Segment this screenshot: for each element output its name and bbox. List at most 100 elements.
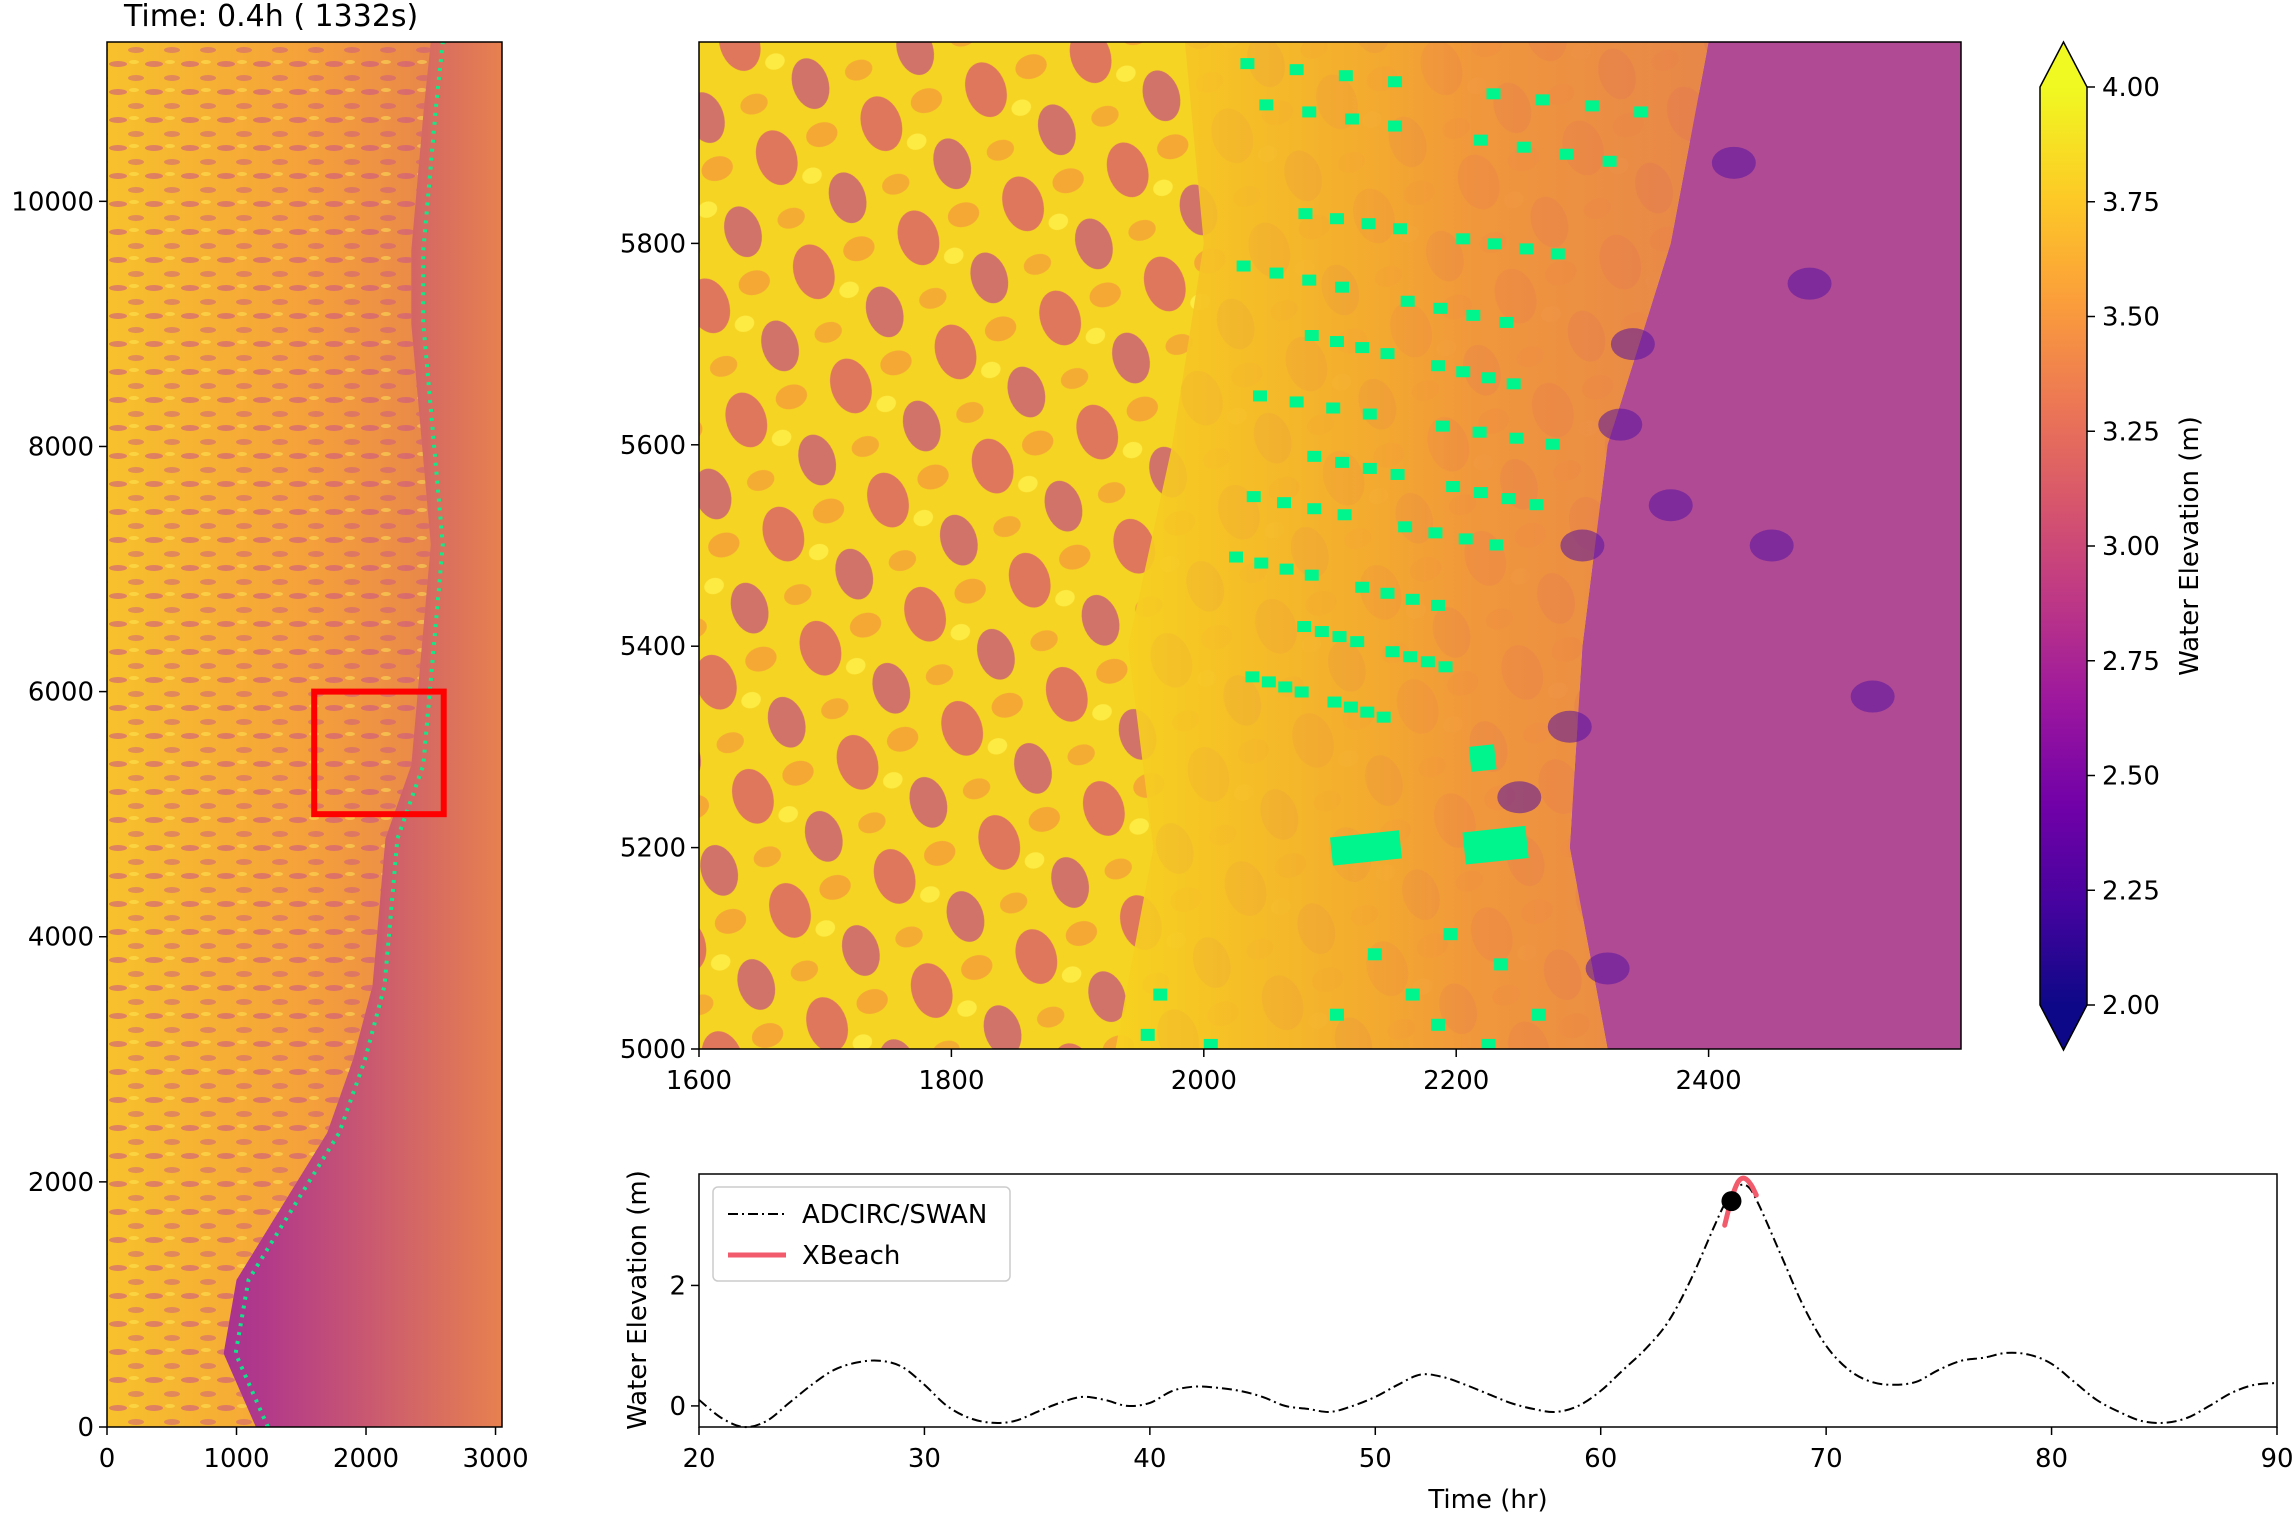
timeseries-ytick-label: 0: [669, 1392, 686, 1422]
zoom-map: 1600 1800 2000 2200 2400 5000 5200 5400 5600 580…: [620, 41, 1962, 1096]
building: [1279, 563, 1294, 575]
building: [1420, 656, 1435, 668]
building: [1376, 711, 1391, 723]
overview-ytick-label: 10000: [11, 187, 94, 217]
series-line-adcirc: [698, 1183, 2278, 1429]
legend: ADCIRC/SWAN XBeach: [712, 1186, 1011, 1282]
timeseries-ylabel: Water Elevation (m): [623, 1170, 653, 1430]
colorbar-tick-label: 2.75: [2102, 647, 2160, 677]
building: [1276, 497, 1291, 509]
timeseries-xtick-label: 50: [1359, 1444, 1392, 1474]
building: [1355, 581, 1370, 593]
building: [1430, 360, 1445, 372]
zoom-ytick-label: 5800: [620, 229, 686, 259]
timeseries-ytick-label: 2: [669, 1271, 686, 1301]
overview-ytick-label: 6000: [28, 678, 94, 708]
timeseries-plot: 20 30 40 50 60 70 80 90 0 2 Time (hr) Water Elev…: [623, 1170, 2294, 1515]
overview-xtick-label: 3000: [462, 1444, 528, 1474]
figure-title: Time: 0.4h ( 1332s): [123, 0, 418, 34]
building: [1545, 438, 1560, 450]
building: [1446, 481, 1461, 493]
overview-ytick-label: 8000: [28, 432, 94, 462]
building: [1304, 330, 1319, 342]
building: [1245, 671, 1260, 683]
deep-spot: [1560, 529, 1605, 562]
colorbar-extend-bottom: [2040, 1005, 2087, 1050]
overview-xtick-label: 1000: [203, 1444, 269, 1474]
building: [1332, 631, 1347, 643]
timeseries-xtick-label: 70: [1810, 1444, 1843, 1474]
building: [1456, 366, 1471, 378]
legend-label-adcirc: ADCIRC/SWAN: [802, 1200, 987, 1230]
timeseries-xtick-label: 90: [2260, 1444, 2293, 1474]
building: [1254, 557, 1269, 569]
overview-map: 0 1000 2000 3000 0 2000 4000 6000 8000 10000: [11, 41, 529, 1474]
building: [1330, 213, 1344, 225]
building: [1289, 396, 1304, 408]
building: [1390, 468, 1405, 480]
zoom-surf-zone: [1115, 42, 1709, 1049]
building: [1240, 58, 1255, 70]
overview-axes-frame: [106, 41, 503, 1428]
zoom-ytick-label: 5000: [620, 1035, 686, 1065]
deep-spot: [1497, 781, 1542, 814]
colorbar-tick-label: 3.00: [2102, 532, 2160, 562]
building: [1361, 218, 1376, 230]
building: [1330, 1008, 1344, 1021]
building: [1335, 281, 1350, 293]
building: [1302, 106, 1317, 118]
building: [1269, 267, 1284, 279]
building: [1430, 1018, 1445, 1031]
zoom-ytick-label: 5400: [620, 632, 686, 662]
colorbar-tick-label: 2.25: [2102, 876, 2160, 906]
building: [1473, 487, 1488, 499]
zoom-ytick-label: 5200: [620, 834, 686, 864]
overview-ytick-label: 4000: [28, 923, 94, 953]
building: [1403, 651, 1418, 663]
building: [1388, 120, 1403, 132]
colorbar-tick-label: 2.50: [2102, 762, 2160, 792]
building: [1428, 527, 1443, 539]
building: [1438, 661, 1453, 673]
current-time-marker: [1721, 1191, 1742, 1212]
building: [1326, 402, 1341, 414]
overview-xtick-label: 0: [99, 1444, 116, 1474]
building: [1506, 378, 1521, 390]
colorbar-tick-label: 4.00: [2102, 73, 2160, 103]
building: [1385, 646, 1400, 658]
colorbar: 2.00 2.25 2.50 2.75 3.00 3.25 3.50 3.75 4.00 Wat…: [2039, 40, 2205, 1052]
deep-spot: [1585, 952, 1630, 985]
building: [1307, 503, 1322, 515]
building: [1487, 238, 1502, 250]
colorbar-extend-top: [2040, 42, 2087, 87]
building: [1360, 706, 1375, 718]
building: [1531, 1008, 1546, 1021]
building: [1489, 539, 1504, 551]
building: [1289, 64, 1304, 76]
building: [1298, 208, 1313, 220]
building: [1355, 342, 1370, 354]
zoom-xtick-label: 1800: [918, 1066, 984, 1096]
building: [1559, 148, 1574, 160]
building: [1380, 1049, 1394, 1061]
building: [1430, 599, 1445, 611]
building: [1516, 141, 1531, 153]
building: [1550, 248, 1565, 260]
building: [1486, 88, 1501, 100]
timeseries-xlabel: Time (hr): [1427, 1485, 1547, 1515]
building: [1380, 348, 1395, 360]
large-building: [1468, 744, 1497, 772]
colorbar-tick-label: 3.75: [2102, 188, 2160, 218]
zoom-ytick-label: 5600: [620, 431, 686, 461]
building: [1330, 336, 1344, 348]
building: [1584, 100, 1599, 112]
building: [1362, 462, 1377, 474]
zoom-buildings: [1140, 58, 1649, 1061]
building: [1405, 593, 1420, 605]
building: [1338, 70, 1353, 82]
building: [1472, 426, 1487, 438]
building: [1229, 551, 1244, 563]
building: [1345, 113, 1360, 125]
zoom-xtick-label: 1600: [666, 1066, 732, 1096]
